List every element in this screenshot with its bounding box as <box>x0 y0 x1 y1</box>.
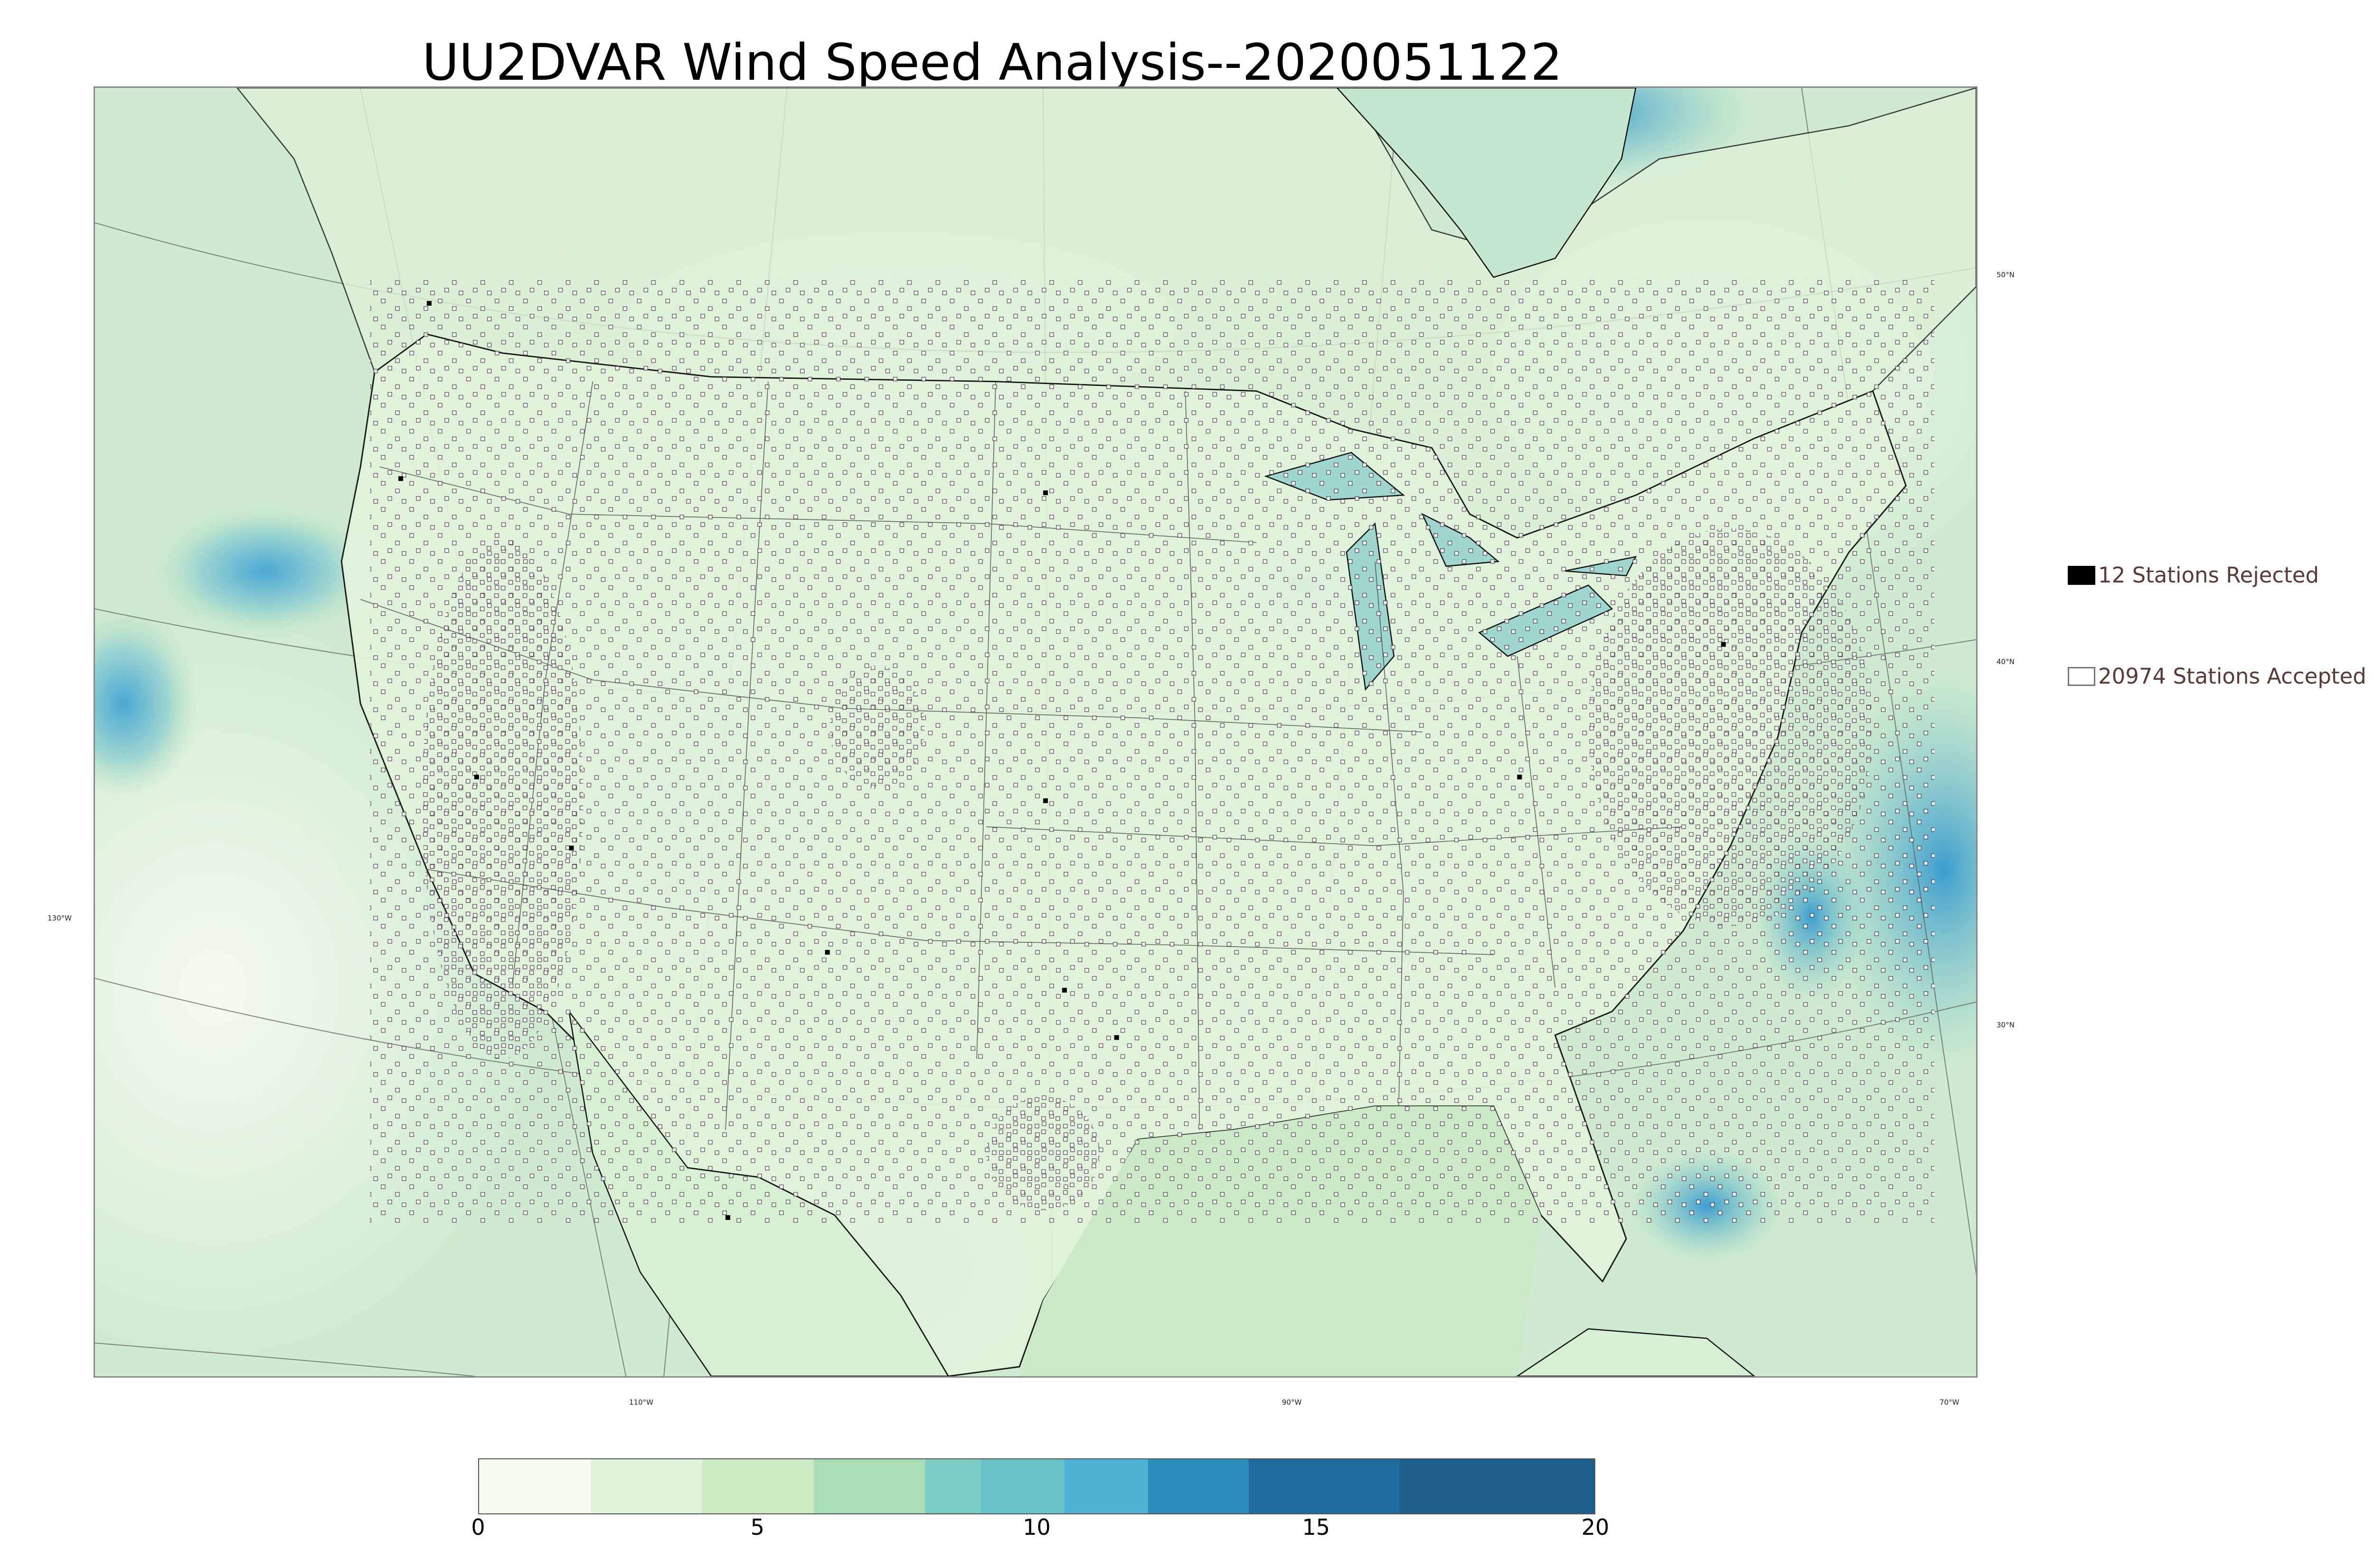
wind-speed-map[interactable] <box>94 86 1978 1378</box>
colorbar-tick-label: 15 <box>1302 1514 1330 1540</box>
colorbar-tick-label: 10 <box>1023 1514 1051 1540</box>
accepted-label: 20974 Stations Accepted <box>2098 664 2366 689</box>
colorbar-segment <box>702 1459 814 1513</box>
lon-label-130w: 130°W <box>47 914 72 922</box>
colorbar <box>478 1458 1595 1514</box>
map-title: UU2DVAR Wind Speed Analysis--2020051122 <box>422 33 1563 92</box>
lat-label-40n: 40°N <box>1997 657 2015 666</box>
colorbar-segment <box>590 1459 702 1513</box>
pacific-wind-maximum <box>151 505 380 638</box>
colorbar-tick-label: 5 <box>750 1514 764 1540</box>
colorbar-segment <box>1148 1459 1249 1513</box>
colorbar-segment <box>925 1459 981 1513</box>
lat-label-50n: 50°N <box>1997 271 2015 279</box>
colorbar-segment <box>813 1459 925 1513</box>
legend-rejected: 12 Stations Rejected <box>2068 563 2319 588</box>
lat-label-30n: 30°N <box>1997 1021 2015 1029</box>
legend-accepted: 20974 Stations Accepted <box>2068 664 2366 689</box>
lon-label-70w: 70°W <box>1940 1398 1959 1407</box>
colorbar-segment <box>1248 1459 1399 1513</box>
accepted-swatch <box>2068 667 2095 686</box>
rejected-swatch <box>2068 565 2095 585</box>
colorbar-segment <box>981 1459 1065 1513</box>
lon-label-110w: 110°W <box>629 1398 653 1407</box>
map-canvas <box>95 88 1976 1376</box>
colorbar-segment <box>1065 1459 1149 1513</box>
colorbar-segment <box>479 1459 591 1513</box>
colorbar-segment <box>1399 1459 1595 1513</box>
colorbar-tick-label: 20 <box>1581 1514 1610 1540</box>
rejected-stations <box>398 301 1726 1220</box>
lon-label-90w: 90°W <box>1282 1398 1302 1407</box>
rejected-label: 12 Stations Rejected <box>2098 563 2319 588</box>
colorbar-tick-label: 0 <box>471 1514 485 1540</box>
